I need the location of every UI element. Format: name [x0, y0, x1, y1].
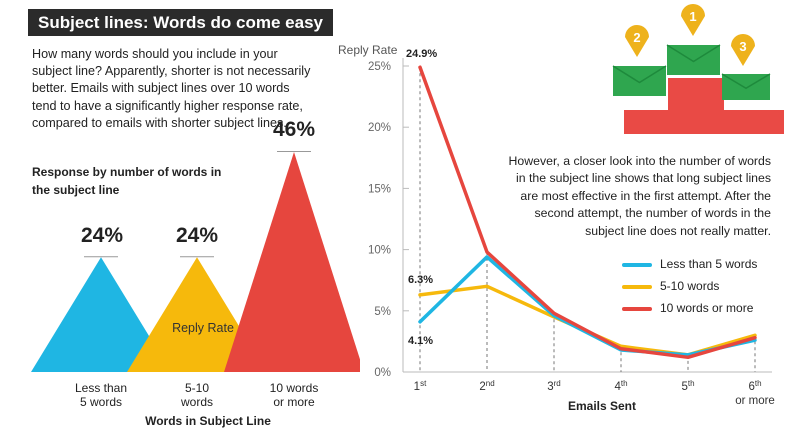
legend-label: 10 words or more [660, 301, 754, 315]
y-tick-label: 20% [368, 122, 391, 134]
bar-category-label-2: 5-10 words [157, 381, 237, 409]
legend-swatch [622, 262, 652, 267]
bar-category-line: 5 words [79, 395, 123, 409]
y-tick-label: 5% [374, 306, 391, 318]
y-tick-label: 0% [374, 367, 391, 379]
bar-triangle [224, 152, 360, 372]
y-tick-label: 25% [368, 61, 391, 73]
data-annotation: 24.9% [406, 48, 437, 60]
bar-category-label-1: Less than 5 words [61, 381, 141, 409]
podium-base [624, 110, 784, 134]
pin-icon-label: 1 [689, 9, 696, 24]
x-tick-label: 3rd [547, 379, 561, 393]
legend-item: 5-10 words [622, 278, 757, 300]
pin-icon-label: 3 [739, 39, 746, 54]
x-tick-label-extra: or more [735, 395, 775, 407]
note-text: However, a closer look into the number o… [508, 154, 771, 238]
legend-item: Less than 5 words [622, 256, 757, 278]
legend-swatch [622, 306, 652, 311]
bar-value-label-1: 24% [80, 224, 124, 247]
bar-category-line: 10 words [269, 381, 319, 395]
bar-chart-title: Response by number of words in the subje… [32, 165, 222, 197]
x-tick-label: 6th [748, 379, 761, 393]
podium-center [668, 78, 724, 112]
bar-category-label-3: 10 words or more [254, 381, 334, 409]
bar-chart [31, 151, 360, 372]
bar-triangle [31, 257, 171, 372]
pin-icon-label: 2 [633, 30, 640, 45]
bar-category-line: Less than [74, 381, 128, 395]
bar-value-label-2: 24% [175, 224, 219, 247]
legend-item: 10 words or more [622, 300, 757, 322]
bar-category-line: 5-10 [184, 381, 210, 395]
y-tick-label: 15% [368, 183, 391, 195]
pin-icon [731, 34, 755, 66]
envelope-icon-flap [666, 44, 721, 63]
x-tick-label: 5th [681, 379, 694, 393]
bar-triangle [127, 257, 267, 372]
bar-reply-rate-label: Reply Rate [172, 321, 234, 335]
legend-label: Less than 5 words [660, 257, 758, 271]
bar-category-line: or more [273, 395, 315, 409]
x-axis-label: Emails Sent [568, 399, 636, 413]
legend-label: 5-10 words [660, 279, 720, 293]
pin-icon [625, 25, 649, 57]
bar-category-line: words [180, 395, 213, 409]
legend-swatch [622, 284, 652, 289]
x-tick-label: 1st [414, 379, 427, 393]
intro-text: How many words should you include in you… [32, 47, 311, 130]
bar-x-axis-label: Words in Subject Line [145, 414, 271, 428]
page-title: Subject lines: Words do come easy [28, 9, 333, 36]
data-annotation: 4.1% [408, 335, 433, 347]
bar-value-label-3: 46% [272, 118, 316, 141]
x-tick-label: 2nd [479, 379, 494, 393]
y-tick-label: 10% [368, 245, 391, 257]
legend: Less than 5 words 5-10 words 10 words or… [622, 256, 757, 322]
pin-icon [681, 4, 705, 36]
data-annotation: 6.3% [408, 274, 433, 286]
x-tick-label: 4th [614, 379, 627, 393]
podium-illustration: 1 2 3 [612, 4, 784, 134]
